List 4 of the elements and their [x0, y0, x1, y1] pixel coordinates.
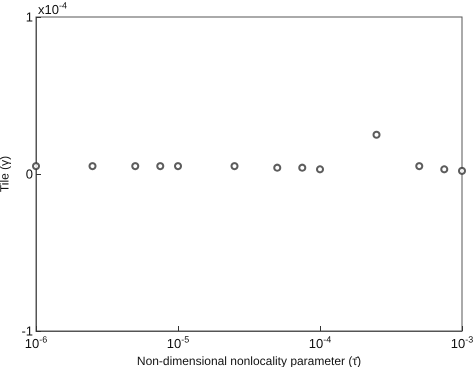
y-tick-label: 1	[26, 10, 33, 24]
y-tick-label: 0	[26, 166, 33, 182]
y-axis-title: Tile (γ)	[0, 156, 12, 192]
y-tick-label: -1	[21, 324, 33, 338]
